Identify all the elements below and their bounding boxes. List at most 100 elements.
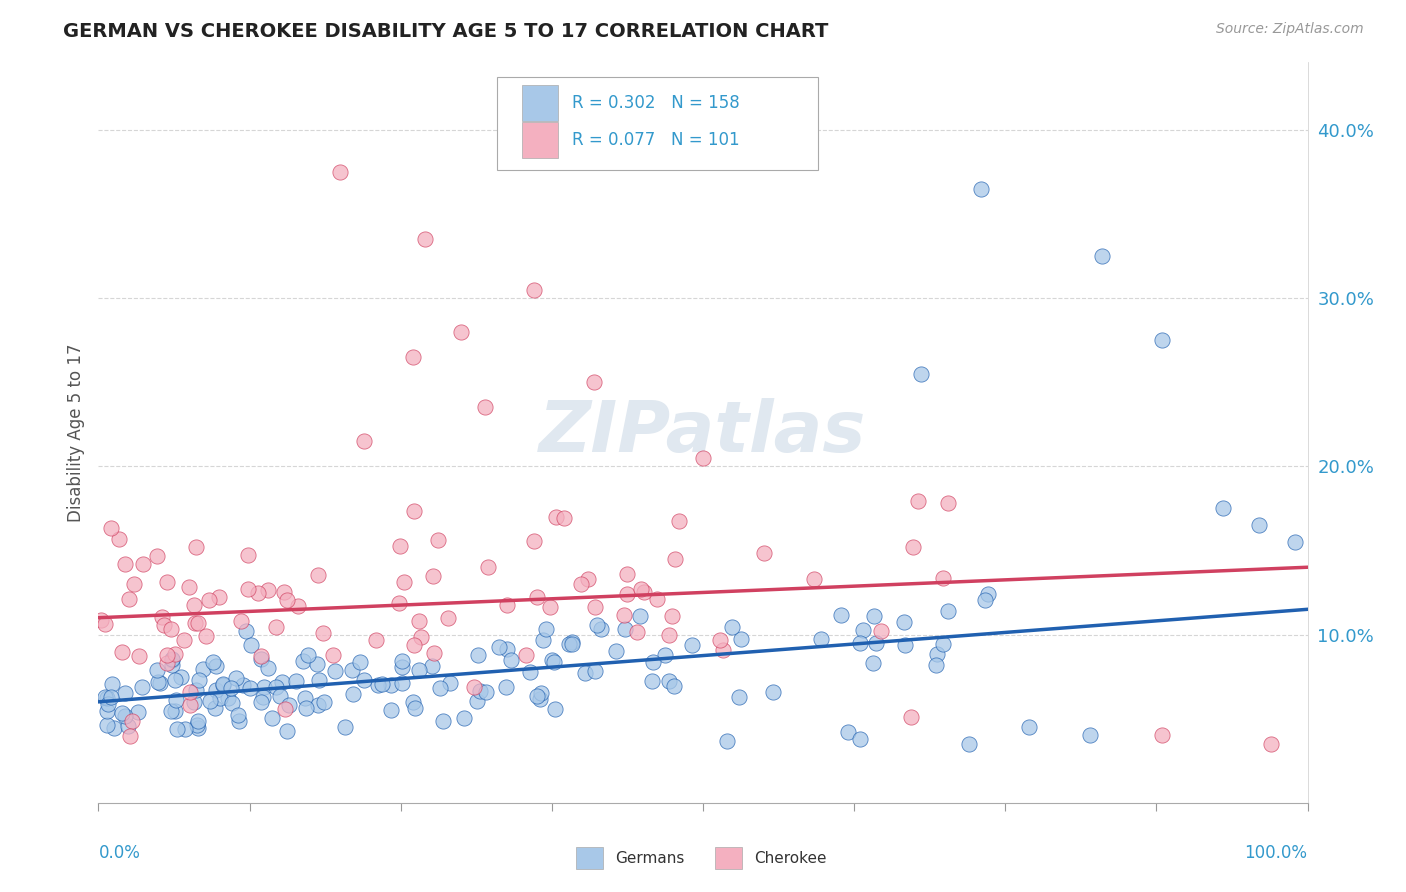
Point bbox=[544, 510, 567, 524]
Point bbox=[585, 617, 607, 632]
Point bbox=[583, 599, 606, 614]
Point bbox=[730, 632, 752, 647]
Point bbox=[681, 638, 703, 652]
Point bbox=[870, 624, 893, 639]
Point bbox=[165, 704, 187, 718]
Point bbox=[643, 655, 665, 669]
Point bbox=[468, 684, 491, 698]
Point bbox=[583, 375, 606, 389]
Point bbox=[463, 680, 485, 694]
Point bbox=[432, 714, 454, 729]
Point bbox=[387, 596, 409, 610]
Point bbox=[762, 685, 785, 699]
Point bbox=[270, 674, 292, 689]
Point bbox=[453, 711, 475, 725]
Point bbox=[936, 604, 959, 618]
Point bbox=[187, 721, 209, 735]
Point bbox=[93, 616, 115, 631]
Point bbox=[274, 702, 297, 716]
Point bbox=[131, 680, 153, 694]
Point bbox=[114, 685, 136, 699]
Point bbox=[893, 615, 915, 630]
Point bbox=[465, 693, 488, 707]
Point bbox=[183, 598, 205, 612]
Point bbox=[335, 720, 357, 734]
Point bbox=[117, 719, 139, 733]
Point bbox=[613, 623, 636, 637]
Point bbox=[439, 675, 461, 690]
Point bbox=[294, 690, 316, 705]
Point bbox=[501, 653, 523, 667]
Point bbox=[977, 587, 1000, 601]
Point bbox=[661, 609, 683, 624]
Point bbox=[250, 695, 273, 709]
Point bbox=[388, 539, 411, 553]
Point bbox=[323, 665, 346, 679]
Point bbox=[94, 690, 117, 705]
Point bbox=[187, 673, 209, 687]
Point bbox=[342, 687, 364, 701]
Point bbox=[128, 648, 150, 663]
Point bbox=[184, 616, 207, 631]
Point bbox=[803, 572, 825, 586]
Point bbox=[849, 636, 872, 650]
Point bbox=[108, 533, 131, 547]
Point bbox=[658, 627, 681, 641]
Point bbox=[179, 698, 201, 712]
Point bbox=[228, 714, 250, 729]
Point bbox=[305, 657, 328, 671]
Point bbox=[526, 590, 548, 604]
Point bbox=[576, 573, 599, 587]
Point bbox=[1212, 501, 1234, 516]
Point bbox=[910, 367, 932, 381]
Point bbox=[901, 540, 924, 554]
Point bbox=[616, 567, 638, 582]
Point bbox=[256, 582, 278, 597]
Point bbox=[295, 701, 318, 715]
Bar bbox=[522, 86, 558, 121]
Point bbox=[174, 723, 197, 737]
Point bbox=[408, 663, 430, 677]
Point bbox=[163, 647, 186, 661]
Point bbox=[900, 710, 922, 724]
Point bbox=[402, 638, 425, 652]
Point bbox=[162, 651, 184, 665]
Point bbox=[628, 608, 651, 623]
Point bbox=[863, 608, 886, 623]
Point bbox=[533, 632, 555, 647]
Point bbox=[257, 661, 280, 675]
Point bbox=[426, 533, 449, 547]
Point bbox=[205, 659, 228, 673]
Point bbox=[402, 695, 425, 709]
Point bbox=[250, 648, 273, 663]
Point bbox=[308, 673, 330, 688]
Text: ZIPatlas: ZIPatlas bbox=[540, 398, 866, 467]
Point bbox=[166, 722, 188, 736]
Point bbox=[349, 656, 371, 670]
Point bbox=[264, 681, 287, 695]
Point bbox=[96, 717, 118, 731]
Point bbox=[810, 632, 832, 646]
Point bbox=[100, 690, 122, 704]
Point bbox=[408, 615, 430, 629]
Point bbox=[364, 632, 387, 647]
Point bbox=[496, 599, 519, 613]
Point bbox=[187, 615, 209, 630]
Point bbox=[925, 657, 948, 672]
Point bbox=[1152, 333, 1174, 347]
Point bbox=[713, 643, 735, 657]
Point bbox=[201, 655, 224, 669]
Point bbox=[246, 586, 269, 600]
Point bbox=[721, 620, 744, 634]
Point bbox=[165, 673, 187, 688]
Point bbox=[849, 731, 872, 746]
Point bbox=[974, 593, 997, 607]
Point bbox=[380, 703, 402, 717]
Point bbox=[475, 684, 498, 698]
Point bbox=[297, 648, 319, 663]
Point bbox=[90, 614, 112, 628]
Point bbox=[668, 514, 690, 528]
Point bbox=[208, 691, 231, 706]
Point bbox=[583, 664, 606, 678]
Point bbox=[574, 666, 596, 681]
